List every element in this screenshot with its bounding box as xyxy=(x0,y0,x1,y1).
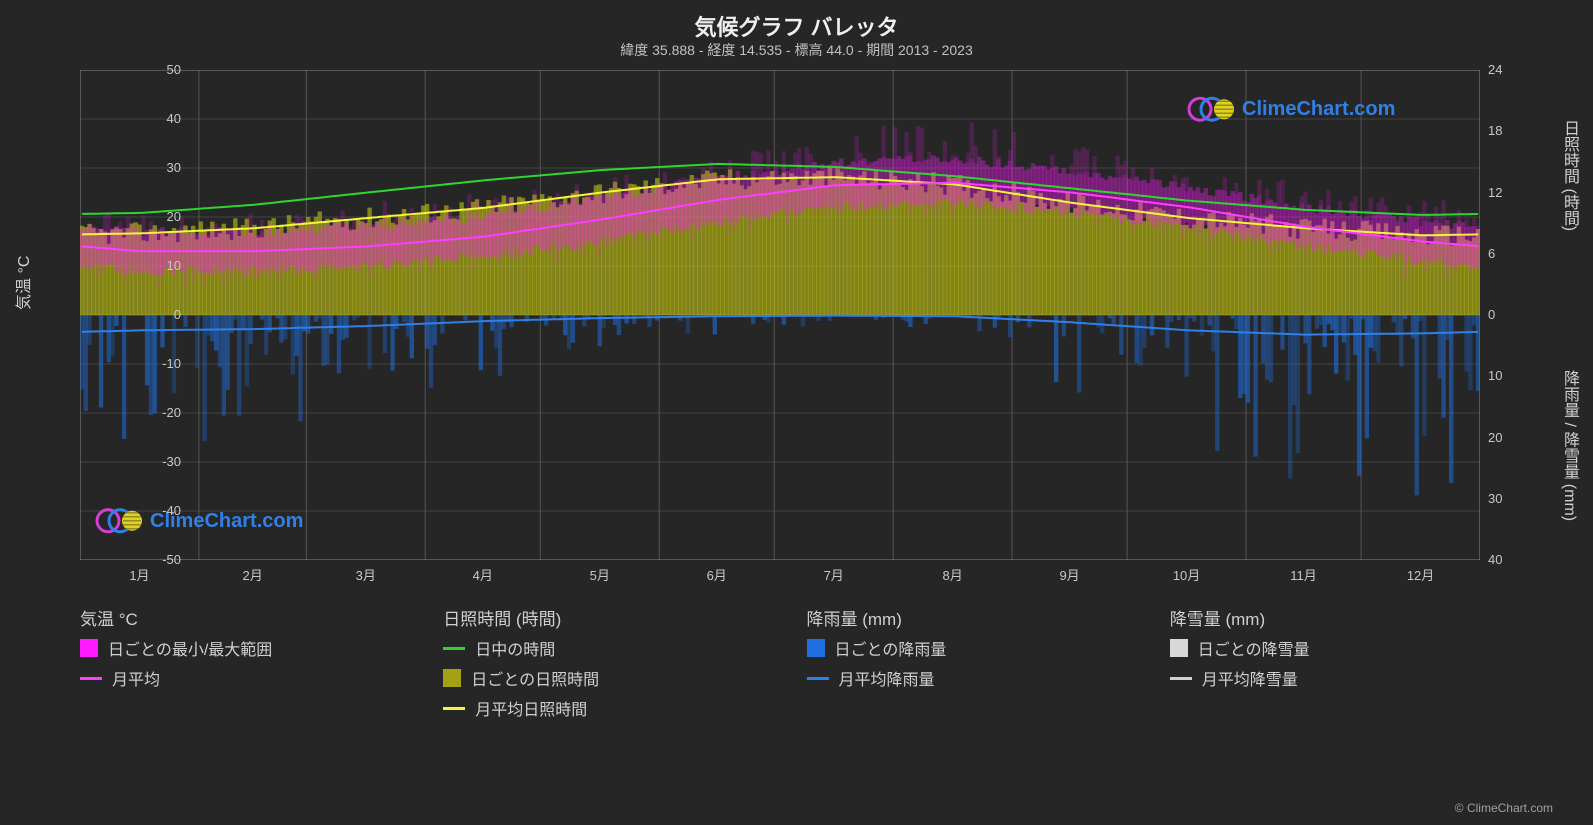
tick-month: 2月 xyxy=(223,565,283,584)
legend-label: 月平均降雪量 xyxy=(1202,666,1298,690)
tick-left-temp: -30 xyxy=(136,454,181,469)
tick-right-sun: 6 xyxy=(1488,246,1533,261)
line-icon xyxy=(80,677,102,680)
tick-right-precip: 10 xyxy=(1488,368,1533,383)
legend-group: 気温 °C 日ごとの最小/最大範囲月平均 xyxy=(80,605,423,726)
tick-left-temp: 0 xyxy=(136,307,181,322)
legend-label: 月平均日照時間 xyxy=(475,696,587,720)
tick-month: 8月 xyxy=(923,565,983,584)
legend-item: 日ごとの日照時間 xyxy=(443,666,786,690)
legend-label: 月平均降雨量 xyxy=(839,666,935,690)
legend-item: 月平均日照時間 xyxy=(443,696,786,720)
plot-area: ClimeChart.com ClimeChart.com xyxy=(80,70,1480,560)
legend-label: 日ごとの日照時間 xyxy=(471,666,599,690)
legend-group-title: 降雪量 (mm) xyxy=(1170,605,1513,630)
tick-left-temp: 10 xyxy=(136,258,181,273)
tick-right-sun: 0 xyxy=(1488,307,1533,322)
line-icon xyxy=(807,677,829,680)
tick-left-temp: 40 xyxy=(136,111,181,126)
y-axis-left-label: 気温 °C xyxy=(10,256,34,310)
swatch-icon xyxy=(80,639,98,657)
tick-month: 6月 xyxy=(687,565,747,584)
legend-item: 月平均 xyxy=(80,666,423,690)
credit-text: © ClimeChart.com xyxy=(1455,801,1553,815)
tick-month: 7月 xyxy=(804,565,864,584)
legend-group-title: 降雨量 (mm) xyxy=(807,605,1150,630)
tick-left-temp: -40 xyxy=(136,503,181,518)
tick-month: 10月 xyxy=(1157,565,1217,584)
chart-subtitle: 緯度 35.888 - 経度 14.535 - 標高 44.0 - 期間 201… xyxy=(0,40,1593,60)
tick-right-sun: 12 xyxy=(1488,185,1533,200)
y-axis-right-top-label: 日照時間 (時間) xyxy=(1557,120,1581,231)
y-axis-right-bottom-label: 降雨量 / 降雪量 (mm) xyxy=(1557,370,1581,521)
legend-item: 月平均降雪量 xyxy=(1170,666,1513,690)
tick-right-precip: 30 xyxy=(1488,491,1533,506)
legend-item: 日ごとの最小/最大範囲 xyxy=(80,636,423,660)
tick-left-temp: -10 xyxy=(136,356,181,371)
tick-month: 4月 xyxy=(453,565,513,584)
line-icon xyxy=(1170,677,1192,680)
tick-right-sun: 24 xyxy=(1488,62,1533,77)
tick-left-temp: 30 xyxy=(136,160,181,175)
legend-label: 日ごとの降雨量 xyxy=(835,636,947,660)
tick-month: 9月 xyxy=(1040,565,1100,584)
tick-month: 12月 xyxy=(1391,565,1451,584)
swatch-icon xyxy=(443,669,461,687)
tick-month: 5月 xyxy=(570,565,630,584)
legend-label: 月平均 xyxy=(112,666,160,690)
tick-right-precip: 20 xyxy=(1488,430,1533,445)
rain-daily-bars xyxy=(82,315,1478,495)
legend-item: 日中の時間 xyxy=(443,636,786,660)
tick-left-temp: 50 xyxy=(136,62,181,77)
line-icon xyxy=(443,707,465,710)
tick-month: 11月 xyxy=(1274,565,1334,584)
tick-right-sun: 18 xyxy=(1488,123,1533,138)
tick-left-temp: 20 xyxy=(136,209,181,224)
tick-left-temp: -20 xyxy=(136,405,181,420)
legend-item: 日ごとの降雨量 xyxy=(807,636,1150,660)
legend-label: 日中の時間 xyxy=(475,636,555,660)
legend-item: 日ごとの降雪量 xyxy=(1170,636,1513,660)
svg-text:ClimeChart.com: ClimeChart.com xyxy=(1242,98,1395,120)
brand-logo: ClimeChart.com xyxy=(1189,98,1395,120)
legend-group: 日照時間 (時間) 日中の時間日ごとの日照時間月平均日照時間 xyxy=(443,605,786,726)
brand-logo: ClimeChart.com xyxy=(97,510,303,532)
tick-month: 3月 xyxy=(336,565,396,584)
chart-title: 気候グラフ バレッタ xyxy=(0,10,1593,42)
line-icon xyxy=(443,647,465,650)
tick-month: 1月 xyxy=(109,565,169,584)
legend: 気温 °C 日ごとの最小/最大範囲月平均 日照時間 (時間) 日中の時間日ごとの日照時… xyxy=(80,605,1513,726)
swatch-icon xyxy=(1170,639,1188,657)
legend-item: 月平均降雨量 xyxy=(807,666,1150,690)
legend-group: 降雪量 (mm) 日ごとの降雪量月平均降雪量 xyxy=(1170,605,1513,726)
legend-group: 降雨量 (mm) 日ごとの降雨量月平均降雨量 xyxy=(807,605,1150,726)
legend-label: 日ごとの降雪量 xyxy=(1198,636,1310,660)
tick-right-precip: 40 xyxy=(1488,552,1533,567)
climate-chart: 気候グラフ バレッタ 緯度 35.888 - 経度 14.535 - 標高 44… xyxy=(0,0,1593,825)
legend-label: 日ごとの最小/最大範囲 xyxy=(108,636,272,660)
legend-group-title: 日照時間 (時間) xyxy=(443,605,786,630)
swatch-icon xyxy=(807,639,825,657)
legend-group-title: 気温 °C xyxy=(80,605,423,630)
